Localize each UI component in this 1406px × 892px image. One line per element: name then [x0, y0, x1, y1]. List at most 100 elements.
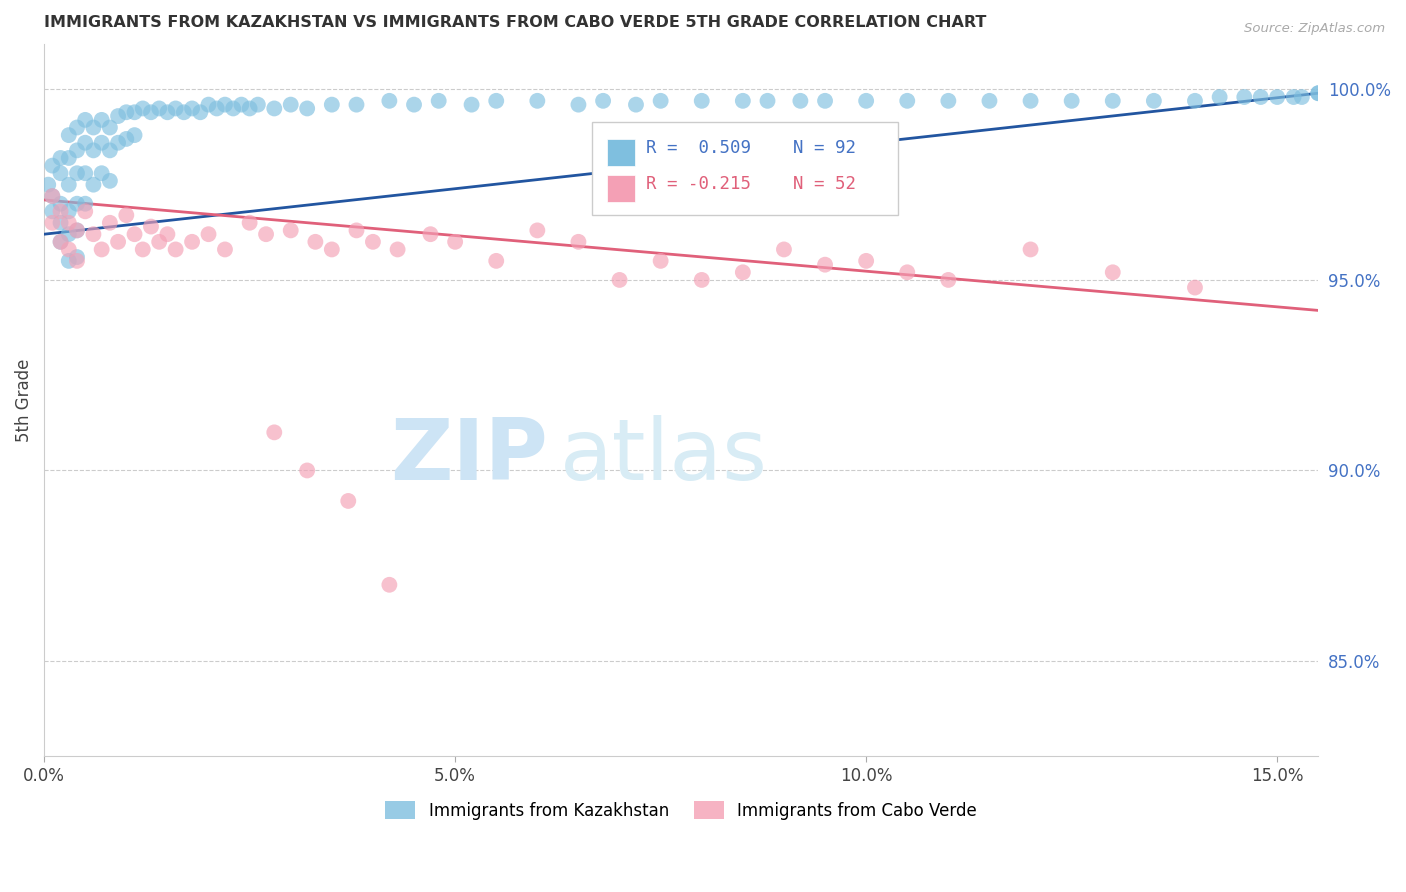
- Point: [82, 144, 104, 158]
- Point: [58, 216, 80, 230]
- Point: [98, 120, 121, 135]
- Point: [58, 243, 80, 257]
- Point: [526, 94, 548, 108]
- Point: [1019, 94, 1042, 108]
- Point: [66, 120, 89, 135]
- Point: [254, 227, 277, 242]
- Legend: Immigrants from Kazakhstan, Immigrants from Cabo Verde: Immigrants from Kazakhstan, Immigrants f…: [378, 795, 984, 826]
- Point: [1101, 94, 1123, 108]
- Point: [115, 132, 138, 146]
- Point: [485, 253, 508, 268]
- Point: [1291, 90, 1313, 104]
- Point: [75, 166, 97, 180]
- Point: [98, 216, 121, 230]
- Point: [66, 196, 89, 211]
- Point: [82, 178, 104, 192]
- Point: [896, 94, 918, 108]
- Point: [938, 94, 960, 108]
- Point: [66, 223, 89, 237]
- Point: [1184, 94, 1206, 108]
- Point: [49, 204, 72, 219]
- Point: [132, 102, 155, 116]
- Point: [49, 235, 72, 249]
- Point: [173, 105, 195, 120]
- Point: [58, 227, 80, 242]
- Point: [115, 208, 138, 222]
- Point: [148, 102, 170, 116]
- Y-axis label: 5th Grade: 5th Grade: [15, 359, 32, 442]
- Point: [427, 94, 450, 108]
- Point: [756, 94, 779, 108]
- Point: [90, 112, 112, 127]
- Point: [650, 253, 672, 268]
- Point: [181, 235, 204, 249]
- Point: [387, 243, 409, 257]
- Point: [609, 273, 631, 287]
- Point: [304, 235, 326, 249]
- Bar: [607, 139, 636, 166]
- Point: [1308, 86, 1330, 100]
- Point: [115, 105, 138, 120]
- Point: [567, 97, 589, 112]
- Point: [66, 223, 89, 237]
- Point: [361, 235, 384, 249]
- Point: [156, 227, 179, 242]
- Point: [280, 223, 302, 237]
- Point: [107, 109, 129, 123]
- Point: [41, 204, 63, 219]
- Text: IMMIGRANTS FROM KAZAKHSTAN VS IMMIGRANTS FROM CABO VERDE 5TH GRADE CORRELATION C: IMMIGRANTS FROM KAZAKHSTAN VS IMMIGRANTS…: [44, 15, 987, 30]
- Point: [444, 235, 467, 249]
- Point: [731, 265, 754, 279]
- Text: ZIP: ZIP: [389, 416, 547, 499]
- Point: [731, 94, 754, 108]
- Point: [1282, 90, 1305, 104]
- Point: [188, 105, 211, 120]
- Point: [124, 128, 146, 142]
- Point: [214, 243, 236, 257]
- Point: [346, 223, 368, 237]
- Point: [1265, 90, 1288, 104]
- Point: [58, 128, 80, 142]
- Point: [592, 94, 614, 108]
- Point: [485, 94, 508, 108]
- Point: [148, 235, 170, 249]
- Point: [124, 227, 146, 242]
- Point: [1233, 90, 1256, 104]
- Point: [214, 97, 236, 112]
- Point: [650, 94, 672, 108]
- Point: [82, 227, 104, 242]
- Point: [41, 159, 63, 173]
- Point: [321, 243, 343, 257]
- Point: [280, 97, 302, 112]
- Point: [49, 235, 72, 249]
- FancyBboxPatch shape: [592, 122, 898, 215]
- Point: [58, 151, 80, 165]
- Point: [58, 178, 80, 192]
- Point: [90, 166, 112, 180]
- Point: [49, 196, 72, 211]
- Point: [239, 216, 262, 230]
- Point: [337, 494, 360, 508]
- Point: [1019, 243, 1042, 257]
- Point: [124, 105, 146, 120]
- Point: [378, 578, 401, 592]
- Point: [1101, 265, 1123, 279]
- Point: [263, 425, 285, 440]
- Point: [132, 243, 155, 257]
- Point: [107, 136, 129, 150]
- Point: [197, 227, 219, 242]
- Point: [690, 273, 713, 287]
- Point: [66, 253, 89, 268]
- Point: [1208, 90, 1230, 104]
- Point: [98, 144, 121, 158]
- Point: [41, 189, 63, 203]
- Point: [346, 97, 368, 112]
- Point: [181, 102, 204, 116]
- Point: [789, 94, 811, 108]
- Point: [460, 97, 482, 112]
- Point: [855, 94, 877, 108]
- Point: [567, 235, 589, 249]
- Text: R = -0.215    N = 52: R = -0.215 N = 52: [645, 175, 855, 193]
- Point: [90, 243, 112, 257]
- Point: [938, 273, 960, 287]
